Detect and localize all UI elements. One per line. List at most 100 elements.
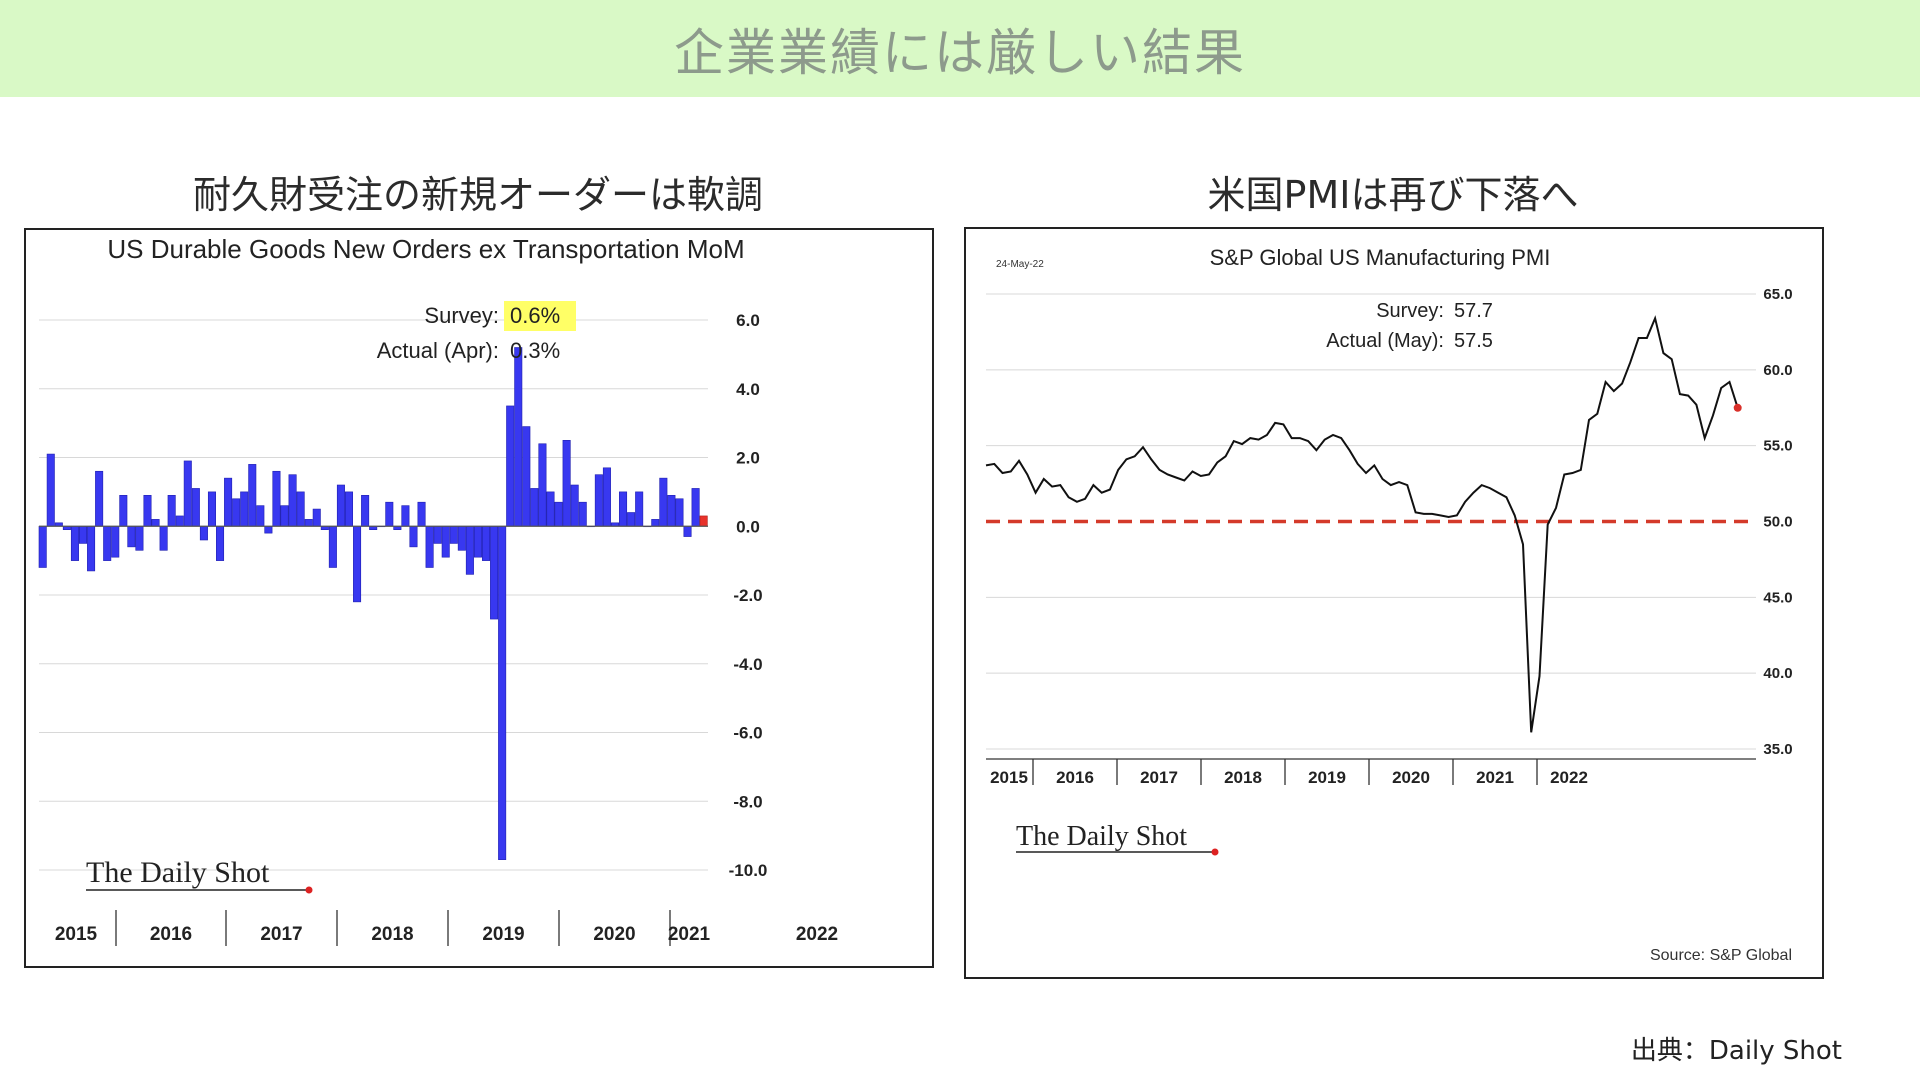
bar — [224, 477, 233, 527]
bar — [312, 508, 321, 527]
bar — [111, 525, 120, 558]
year-label: 2018 — [1224, 768, 1262, 787]
year-label: 2022 — [796, 924, 838, 945]
bar — [328, 525, 337, 568]
bar — [87, 525, 96, 572]
bar — [490, 525, 499, 620]
y-tick-label: 40.0 — [1763, 665, 1792, 682]
year-label: 2015 — [55, 924, 98, 945]
bar — [151, 519, 160, 527]
bar — [562, 440, 571, 527]
bar — [256, 505, 265, 527]
survey-value: 57.7 — [1454, 300, 1493, 322]
year-label: 2019 — [1308, 768, 1346, 787]
bar — [667, 495, 676, 527]
year-label: 2015 — [990, 768, 1028, 787]
banner-title: 企業業績には厳しい結果 — [674, 23, 1246, 82]
bar — [522, 426, 531, 527]
bar — [95, 470, 104, 527]
year-label: 2016 — [1056, 768, 1094, 787]
logo-dot — [305, 886, 313, 894]
bar — [159, 525, 168, 551]
bar — [619, 491, 628, 527]
bar — [216, 525, 225, 561]
bar — [361, 495, 370, 527]
bar — [240, 491, 249, 527]
bar — [627, 512, 636, 527]
bar — [699, 515, 708, 527]
survey-label: Survey: — [1376, 300, 1444, 322]
bar — [103, 525, 112, 561]
bar — [482, 525, 491, 561]
bar — [280, 505, 289, 527]
bar — [506, 405, 515, 527]
bar — [594, 474, 603, 527]
year-label: 2020 — [1392, 768, 1430, 787]
actual-value: 57.5 — [1454, 330, 1493, 352]
y-tick-label: -6.0 — [733, 724, 762, 743]
bar — [498, 525, 507, 860]
bar — [530, 488, 539, 527]
survey-label: Survey: — [424, 303, 499, 328]
y-tick-label: 55.0 — [1763, 438, 1792, 455]
bar — [38, 525, 47, 568]
bar — [465, 525, 474, 575]
bar — [143, 495, 152, 527]
bar — [207, 491, 216, 527]
bar — [183, 460, 192, 527]
y-tick-label: 65.0 — [1763, 286, 1792, 303]
left-panel-heading: 耐久財受注の新規オーダーは軟調 — [192, 173, 763, 217]
bar — [417, 501, 426, 527]
year-label: 2021 — [1476, 768, 1514, 787]
y-tick-label: 35.0 — [1763, 741, 1792, 758]
bar — [191, 488, 200, 527]
actual-label: Actual (May): — [1326, 330, 1444, 352]
bar — [232, 498, 241, 527]
bar — [288, 474, 297, 527]
bar — [514, 347, 523, 527]
durable-goods-chart: US Durable Goods New Orders ex Transport… — [38, 234, 838, 946]
bar — [353, 525, 362, 603]
source-credit: 出典：Daily Shot — [1630, 1036, 1842, 1066]
survey-highlight — [504, 301, 576, 331]
bar — [127, 525, 136, 548]
bar — [401, 505, 410, 527]
actual-value: 0.3% — [510, 338, 560, 363]
daily-shot-logo: The Daily Shot — [1016, 821, 1187, 852]
year-label: 2017 — [1140, 768, 1178, 787]
year-label: 2019 — [482, 924, 524, 945]
bar — [175, 515, 184, 527]
right-panel-heading: 米国PMIは再び下落へ — [1207, 173, 1579, 217]
daily-shot-logo: The Daily Shot — [86, 856, 270, 889]
actual-label: Actual (Apr): — [377, 338, 499, 363]
bar — [344, 491, 354, 527]
y-tick-label: 60.0 — [1763, 362, 1792, 379]
bar — [409, 525, 418, 548]
bar — [578, 501, 587, 527]
latest-point — [1733, 403, 1742, 412]
bar — [425, 525, 434, 568]
y-tick-label: 50.0 — [1763, 514, 1792, 531]
bar — [119, 495, 128, 527]
year-label: 2021 — [668, 924, 711, 945]
source-label: Source: S&P Global — [1650, 947, 1792, 964]
bar — [546, 491, 555, 527]
bar — [46, 453, 55, 527]
pmi-series-line — [985, 315, 1739, 733]
year-label: 2016 — [150, 924, 192, 945]
year-label: 2022 — [1550, 768, 1588, 787]
bar — [457, 525, 466, 551]
bar — [248, 464, 257, 527]
pmi-chart-frame: 24-May-22 S&P Global US Manufacturing PM… — [964, 227, 1824, 979]
bar — [473, 525, 482, 558]
bar — [441, 525, 450, 558]
bar — [554, 501, 563, 527]
bar — [691, 488, 700, 527]
y-tick-label: -4.0 — [733, 655, 762, 674]
bar — [264, 525, 273, 534]
y-tick-label: 0.0 — [736, 517, 760, 536]
durable-goods-chart-frame: US Durable Goods New Orders ex Transport… — [24, 228, 934, 968]
y-tick-label: 6.0 — [736, 311, 760, 330]
bar — [635, 491, 644, 527]
bar — [570, 484, 579, 527]
